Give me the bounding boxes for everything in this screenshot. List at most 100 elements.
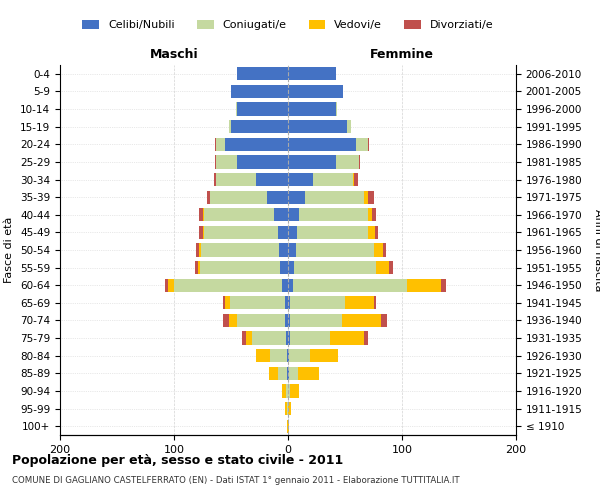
Bar bbox=[288, 402, 292, 415]
Bar bbox=[288, 173, 313, 186]
Bar bbox=[231, 85, 288, 98]
Bar bbox=[288, 226, 374, 239]
Bar bbox=[288, 314, 290, 327]
Bar bbox=[288, 156, 360, 168]
Bar bbox=[288, 278, 446, 292]
Bar bbox=[274, 208, 288, 222]
Bar bbox=[288, 138, 369, 151]
Bar bbox=[284, 296, 288, 310]
Bar bbox=[288, 120, 350, 134]
Bar bbox=[199, 208, 288, 222]
Bar bbox=[288, 314, 341, 327]
Bar bbox=[223, 296, 288, 310]
Bar bbox=[287, 402, 288, 415]
Bar bbox=[288, 261, 376, 274]
Bar bbox=[288, 173, 354, 186]
Bar bbox=[288, 120, 350, 134]
Bar bbox=[231, 85, 288, 98]
Bar bbox=[288, 349, 310, 362]
Bar bbox=[269, 366, 288, 380]
Bar bbox=[207, 190, 288, 204]
Bar bbox=[288, 190, 364, 204]
Bar bbox=[288, 332, 290, 344]
Bar bbox=[242, 332, 288, 344]
Bar bbox=[288, 366, 298, 380]
Bar bbox=[269, 366, 288, 380]
Bar bbox=[288, 244, 386, 256]
Bar bbox=[288, 85, 343, 98]
Bar bbox=[211, 190, 288, 204]
Bar bbox=[231, 85, 288, 98]
Bar bbox=[288, 420, 289, 433]
Bar bbox=[288, 296, 376, 310]
Bar bbox=[288, 102, 336, 116]
Bar bbox=[236, 67, 288, 80]
Bar bbox=[231, 120, 288, 134]
Bar bbox=[199, 244, 288, 256]
Bar bbox=[287, 366, 288, 380]
Bar bbox=[288, 67, 336, 80]
Bar bbox=[236, 156, 288, 168]
Bar bbox=[283, 384, 288, 398]
Bar bbox=[287, 349, 288, 362]
Bar bbox=[286, 384, 288, 398]
Bar bbox=[288, 402, 292, 415]
Bar bbox=[288, 366, 289, 380]
Bar bbox=[199, 226, 288, 239]
Bar bbox=[229, 120, 288, 134]
Bar bbox=[288, 208, 368, 222]
Bar bbox=[288, 296, 373, 310]
Bar bbox=[198, 261, 288, 274]
Bar bbox=[288, 138, 368, 151]
Bar bbox=[278, 226, 288, 239]
Bar bbox=[288, 366, 319, 380]
Bar bbox=[283, 278, 288, 292]
Bar bbox=[288, 332, 330, 344]
Bar bbox=[288, 85, 343, 98]
Bar bbox=[288, 67, 336, 80]
Bar bbox=[288, 173, 358, 186]
Bar bbox=[288, 85, 343, 98]
Bar bbox=[288, 226, 297, 239]
Bar bbox=[214, 173, 288, 186]
Bar bbox=[288, 208, 299, 222]
Bar bbox=[194, 261, 288, 274]
Bar bbox=[288, 349, 338, 362]
Bar bbox=[203, 208, 288, 222]
Bar bbox=[168, 278, 288, 292]
Legend: Celibi/Nubili, Coniugati/e, Vedovi/e, Divorziati/e: Celibi/Nubili, Coniugati/e, Vedovi/e, Di… bbox=[78, 15, 498, 34]
Bar bbox=[288, 349, 338, 362]
Bar bbox=[226, 296, 288, 310]
Bar bbox=[288, 190, 368, 204]
Bar bbox=[288, 226, 378, 239]
Bar bbox=[284, 402, 288, 415]
Bar bbox=[236, 67, 288, 80]
Text: Femmine: Femmine bbox=[370, 48, 434, 62]
Bar bbox=[216, 156, 288, 168]
Bar bbox=[287, 420, 288, 433]
Bar bbox=[288, 226, 368, 239]
Bar bbox=[256, 349, 288, 362]
Bar bbox=[288, 138, 356, 151]
Bar bbox=[288, 244, 296, 256]
Bar bbox=[288, 173, 353, 186]
Bar bbox=[229, 120, 288, 134]
Bar bbox=[288, 67, 336, 80]
Bar bbox=[288, 420, 289, 433]
Bar bbox=[288, 85, 343, 98]
Bar bbox=[288, 332, 364, 344]
Bar bbox=[288, 244, 373, 256]
Bar bbox=[203, 208, 288, 222]
Bar bbox=[288, 208, 373, 222]
Bar bbox=[288, 190, 305, 204]
Text: COMUNE DI GAGLIANO CASTELFERRATO (EN) - Dati ISTAT 1° gennaio 2011 - Elaborazion: COMUNE DI GAGLIANO CASTELFERRATO (EN) - … bbox=[12, 476, 460, 485]
Bar bbox=[288, 244, 383, 256]
Bar bbox=[288, 67, 336, 80]
Bar bbox=[288, 156, 336, 168]
Bar bbox=[202, 244, 288, 256]
Bar bbox=[288, 332, 368, 344]
Bar bbox=[256, 349, 288, 362]
Y-axis label: Anni di nascita: Anni di nascita bbox=[593, 209, 600, 291]
Bar bbox=[203, 226, 288, 239]
Text: Maschi: Maschi bbox=[149, 48, 199, 62]
